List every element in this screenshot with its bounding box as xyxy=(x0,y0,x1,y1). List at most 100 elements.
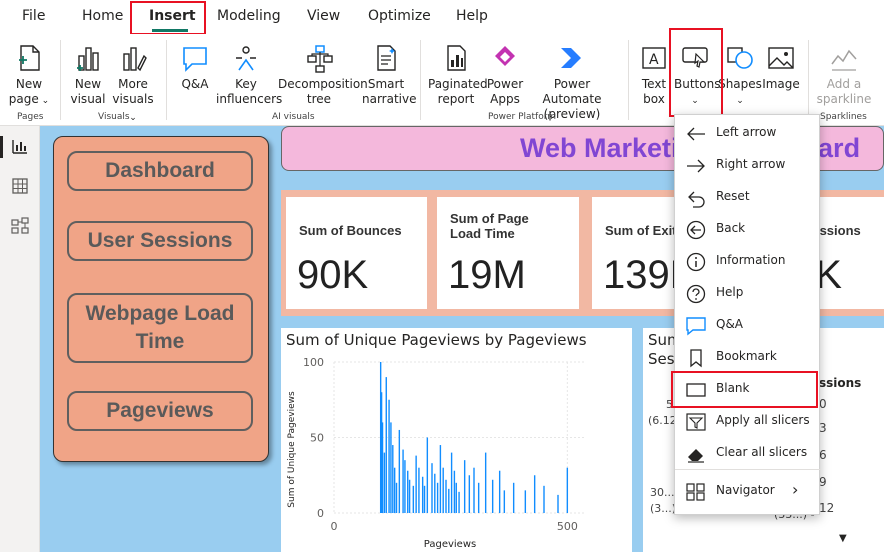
menu-view[interactable]: View xyxy=(307,8,341,24)
kpi-title: Sum of Bounces xyxy=(299,223,402,238)
bar xyxy=(491,479,494,513)
decomposition-tree-button[interactable]: Decomposition tree xyxy=(278,42,368,107)
chart-title: Sum of Unique Pageviews by Pageviews xyxy=(286,331,587,349)
bar xyxy=(412,485,415,513)
menu-item-reset[interactable]: Reset xyxy=(675,181,821,213)
nav-button-user-sessions[interactable]: User Sessions xyxy=(67,221,253,261)
bar xyxy=(383,452,386,513)
menu-item-help[interactable]: Help xyxy=(675,277,821,309)
menu-insert[interactable]: Insert xyxy=(149,8,196,24)
add-sparkline-button[interactable]: Add a sparkline xyxy=(816,42,872,107)
buttons-icon xyxy=(682,47,708,68)
menu-item-back[interactable]: Back xyxy=(675,213,821,245)
ribbon: New page ⌄ New visual More visuals ⌄ Q&A… xyxy=(0,34,884,126)
help-icon xyxy=(686,284,706,304)
menu-item-label: Right arrow xyxy=(716,157,786,171)
nav-button-webpage-load-time[interactable]: Webpage Load Time xyxy=(67,293,253,363)
menu-item-blank[interactable]: Blank xyxy=(675,373,821,405)
blank-highlight xyxy=(671,371,818,408)
menu-item-label: Apply all slicers xyxy=(716,413,810,427)
group-separator xyxy=(420,40,421,120)
text-box-label: Text box xyxy=(641,77,667,106)
report-view-icon[interactable] xyxy=(10,136,30,156)
bar xyxy=(512,482,515,513)
menu-item-clear-all-slicers[interactable]: Clear all slicers xyxy=(675,437,821,469)
qa-icon xyxy=(686,317,706,336)
insert-tab-highlight xyxy=(130,1,206,35)
bar xyxy=(458,491,460,513)
kpi-title: Sum of Exits xyxy=(605,223,684,238)
add-sparkline-label: Add a sparkline xyxy=(816,77,872,106)
power-automate-button[interactable]: Power Automate (preview) xyxy=(526,42,618,122)
model-view-icon[interactable] xyxy=(10,216,30,236)
menu-help[interactable]: Help xyxy=(456,8,488,24)
buttons-button[interactable]: Buttons ⌄ xyxy=(674,42,720,109)
qa-button[interactable]: Q&A xyxy=(176,42,214,92)
view-rail xyxy=(0,126,40,552)
new-page-button[interactable]: New page ⌄ xyxy=(6,42,52,109)
bar xyxy=(436,482,439,513)
nav-button-pageviews[interactable]: Pageviews xyxy=(67,391,253,431)
bar xyxy=(503,490,506,513)
bar xyxy=(423,485,426,513)
shapes-icon xyxy=(727,47,753,69)
chevron-right-icon: › xyxy=(792,480,799,499)
decomposition-tree-icon xyxy=(307,45,333,73)
kpi-value: 90K xyxy=(297,253,369,297)
card2-title: Sum Ses xyxy=(648,331,682,369)
decomposition-tree-label: Decomposition tree xyxy=(278,77,368,106)
more-visuals-button[interactable]: More visuals ⌄ xyxy=(110,42,156,126)
paginated-report-label: Paginated report xyxy=(428,77,488,106)
menu-bar: File Home Insert Modeling View Optimize … xyxy=(0,0,884,34)
menu-modeling[interactable]: Modeling xyxy=(217,8,281,24)
image-label: Image xyxy=(762,77,800,91)
group-separator xyxy=(166,40,167,120)
smart-narrative-button[interactable]: Smart narrative xyxy=(362,42,417,107)
key-influencers-label: Key influencers xyxy=(216,77,283,106)
bar xyxy=(463,460,466,513)
text-box-button[interactable]: A Text box xyxy=(636,42,672,107)
chevron-down-icon: ⌄ xyxy=(691,96,699,106)
kpi-card-bounces[interactable]: Sum of Bounces 90K xyxy=(286,197,427,309)
power-apps-label: Power Apps xyxy=(486,77,524,106)
power-apps-button[interactable]: Power Apps xyxy=(486,42,524,107)
kpi-title: Sum of Page Load Time xyxy=(450,211,529,241)
menu-item-right-arrow[interactable]: Right arrow xyxy=(675,149,821,181)
bar xyxy=(498,470,501,513)
bar xyxy=(398,429,401,513)
nav-button-dashboard[interactable]: Dashboard xyxy=(67,151,253,191)
pageviews-chart-card[interactable]: Sum of Unique Pageviews by Pageviews 0 50… xyxy=(281,328,632,552)
menu-item-information[interactable]: Information xyxy=(675,245,821,277)
paginated-report-button[interactable]: Paginated report xyxy=(428,42,488,107)
key-influencers-icon xyxy=(236,46,256,71)
kpi-card-page-load-time[interactable]: Sum of Page Load Time 19M xyxy=(437,197,579,309)
bar xyxy=(404,460,406,513)
card2-column-header: ssions xyxy=(819,376,862,390)
new-visual-button[interactable]: New visual xyxy=(68,42,108,107)
menu-optimize[interactable]: Optimize xyxy=(368,8,431,24)
menu-item-bookmark[interactable]: Bookmark xyxy=(675,341,821,373)
image-button[interactable]: Image xyxy=(762,42,800,92)
menu-item-apply-all-slicers[interactable]: Apply all slicers xyxy=(675,405,821,437)
navigation-panel: Dashboard User Sessions Webpage Load Tim… xyxy=(53,136,269,462)
bar xyxy=(450,452,453,513)
bar xyxy=(392,445,394,513)
menu-item-label: Help xyxy=(716,285,744,299)
menu-home[interactable]: Home xyxy=(82,8,124,24)
key-influencers-button[interactable]: Key influencers xyxy=(216,42,282,107)
scroll-down-icon[interactable]: ▼ xyxy=(839,533,847,544)
shapes-button[interactable]: Shapes ⌄ xyxy=(718,42,762,109)
y-tick-label: 50 xyxy=(310,432,324,445)
paginated-report-icon xyxy=(447,45,466,71)
bar xyxy=(484,452,487,513)
bar xyxy=(379,362,382,513)
table-view-icon[interactable] xyxy=(10,176,30,196)
menu-item-left-arrow[interactable]: Left arrow xyxy=(675,117,821,149)
menu-file[interactable]: File xyxy=(22,8,46,24)
menu-item-navigator[interactable]: Navigator › xyxy=(675,475,821,509)
shapes-label: Shapes xyxy=(718,77,762,91)
menu-item-qa[interactable]: Q&A xyxy=(675,309,821,341)
bar xyxy=(453,470,456,513)
active-view-indicator xyxy=(0,136,3,158)
